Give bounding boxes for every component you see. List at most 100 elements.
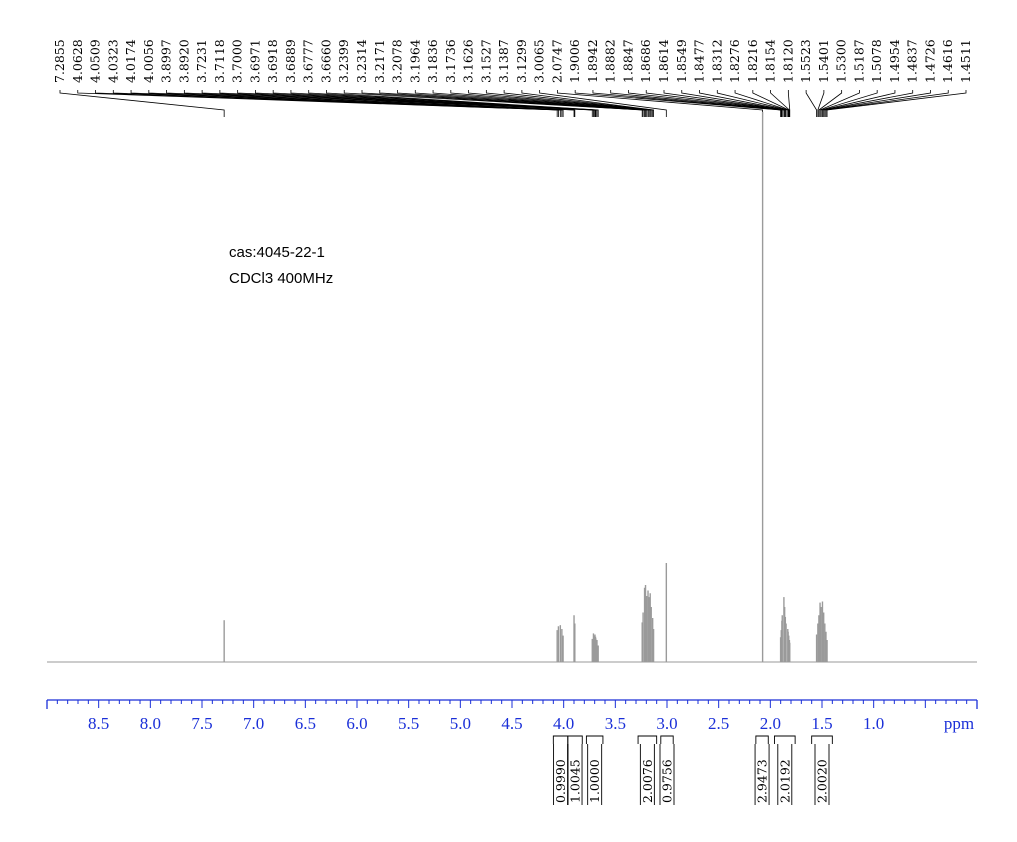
peak-connector [820, 90, 878, 117]
integral-region: 1.0000 [585, 735, 604, 805]
integral-bracket [552, 735, 569, 744]
peak-label: 1.4726 [922, 39, 937, 83]
peak-connector [818, 90, 843, 117]
cas-annotation: cas:4045-22-1 [229, 244, 325, 261]
peak-label: 1.5401 [816, 39, 831, 83]
x-tick-label: 3.5 [605, 714, 626, 733]
integral-bracket [755, 735, 769, 744]
peak-label: 1.8942 [585, 39, 600, 83]
peak-connector [326, 90, 599, 117]
peak-connector [183, 90, 576, 117]
peak-label: 3.6889 [283, 39, 298, 83]
peak-connector [826, 90, 967, 117]
peak-label: 3.6918 [265, 39, 280, 83]
integral-value: 1.0045 [568, 759, 583, 803]
peak-connector [819, 90, 860, 117]
integral-bracket [567, 735, 583, 744]
x-axis: 8.5 8.0 7.5 7.0 6.5 6.0 5.5 5.0 4.5 4.0 3.5 3.0 2.5 2… [46, 699, 978, 733]
peak-label: 1.8120 [780, 39, 795, 83]
peak-label: 1.5187 [851, 39, 866, 83]
peak-connector [825, 90, 949, 117]
peak-connector [468, 90, 651, 117]
peak-connector [539, 90, 667, 117]
peak-label: 1.5300 [834, 39, 849, 83]
integral-region: 2.0192 [774, 735, 796, 805]
x-tick-label: 4.5 [501, 714, 522, 733]
peak-connector [397, 90, 646, 117]
integrals: 0.9990 1.0045 1.0000 2.0076 0.9756 2.9473 2.01… [552, 735, 833, 805]
peak-connector [503, 90, 654, 117]
peak-label: 1.4616 [940, 39, 955, 83]
peak-label: 3.2078 [390, 39, 405, 83]
x-tick-label: 5.0 [450, 714, 471, 733]
peak-connector [361, 90, 644, 117]
peak-label: 3.1736 [443, 39, 458, 83]
integral-region: 2.0020 [811, 735, 833, 805]
x-tick-label: 6.0 [346, 714, 367, 733]
integral-value: 0.9990 [553, 759, 568, 803]
peak-label: 4.0174 [123, 39, 138, 83]
peak-label: 1.5078 [869, 39, 884, 83]
integral-region: 2.0076 [637, 735, 658, 805]
peak-label: 3.6660 [318, 39, 333, 83]
peak-label: 1.5523 [798, 39, 813, 83]
integral-region: 0.9990 [552, 735, 569, 805]
peak-label: 3.1964 [407, 39, 422, 83]
peak-connector [824, 90, 931, 117]
peak-label: 3.8997 [159, 39, 174, 83]
peak-label: 1.9006 [567, 39, 582, 83]
x-tick-label: 7.0 [243, 714, 264, 733]
peak-connector [343, 90, 643, 117]
peak-label: 1.8154 [763, 39, 778, 83]
x-tick-label: 3.0 [656, 714, 677, 733]
peak-label: 3.8920 [176, 39, 191, 83]
x-tick-label: 4.0 [553, 714, 574, 733]
peak-label: 1.8312 [709, 39, 724, 83]
peak-label: 3.1299 [514, 39, 529, 83]
peak-label: 4.0628 [70, 39, 85, 83]
peak-connector [752, 90, 790, 117]
peak-connector [574, 90, 782, 117]
integral-value: 2.0076 [640, 759, 655, 803]
integral-bracket [585, 735, 604, 744]
peak-connector [823, 90, 914, 117]
spectrum-peaks [223, 112, 828, 662]
peak-connector [592, 90, 782, 117]
peak-connector [485, 90, 652, 117]
peak-connector [822, 90, 896, 117]
peak-connector [805, 90, 817, 117]
peak-connector [817, 90, 825, 117]
peak-label: 3.7118 [212, 39, 227, 83]
peak-connector [148, 90, 564, 117]
peak-label: 1.8686 [638, 39, 653, 83]
peak-connector [699, 90, 787, 117]
peak-connector [432, 90, 649, 117]
peak-label: 1.8882 [603, 39, 618, 83]
x-tick-label: 7.5 [191, 714, 212, 733]
peak-connector [166, 90, 575, 117]
peak-connector [450, 90, 650, 117]
peak-connector [255, 90, 596, 117]
peak-label: 3.0065 [532, 39, 547, 83]
integral-value: 1.0000 [587, 759, 602, 803]
x-tick-label: 5.5 [398, 714, 419, 733]
integral-value: 2.0020 [815, 759, 830, 803]
x-tick-label: 8.5 [88, 714, 109, 733]
integral-region: 2.9473 [755, 735, 770, 805]
peak-label: 3.1836 [425, 39, 440, 83]
peak-label: 4.0509 [88, 39, 103, 83]
peak-connector [787, 90, 791, 117]
peak-connector [734, 90, 789, 117]
peak-label: 1.8216 [745, 39, 760, 83]
peak-connector [379, 90, 645, 117]
peak-label: 3.6777 [301, 39, 316, 83]
peak-label: 1.4954 [887, 39, 902, 83]
peak-label: 3.2399 [336, 39, 351, 83]
peak-label: 4.0323 [105, 39, 120, 83]
integral-bracket [811, 735, 833, 744]
x-tick-label: 2.5 [708, 714, 729, 733]
peak-connector [663, 90, 786, 117]
x-tick-label: 2.0 [760, 714, 781, 733]
peak-label: 1.4837 [905, 39, 920, 83]
